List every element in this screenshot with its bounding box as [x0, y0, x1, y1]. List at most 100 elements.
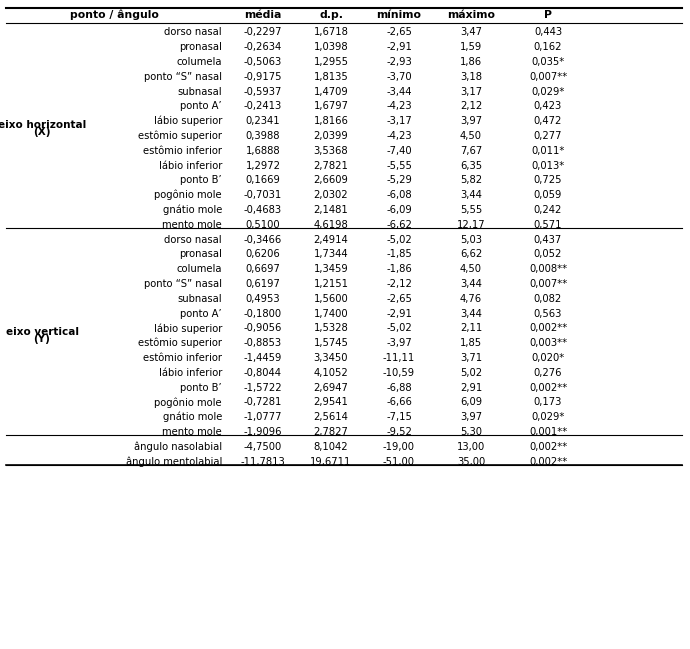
Text: 0,277: 0,277 [534, 131, 562, 141]
Text: P: P [544, 10, 552, 20]
Text: 19,6711: 19,6711 [310, 457, 352, 467]
Text: 6,62: 6,62 [460, 249, 482, 260]
Text: (Y): (Y) [34, 334, 50, 345]
Text: 0,011*: 0,011* [531, 146, 564, 156]
Text: 1,6718: 1,6718 [313, 27, 348, 38]
Text: pronasal: pronasal [179, 249, 222, 260]
Text: -0,3466: -0,3466 [244, 234, 282, 245]
Text: 4,6198: 4,6198 [314, 220, 348, 230]
Text: 0,020*: 0,020* [531, 353, 564, 363]
Text: -5,55: -5,55 [386, 160, 412, 171]
Text: estômio superior: estômio superior [138, 338, 222, 349]
Text: ponto “S” nasal: ponto “S” nasal [144, 279, 222, 289]
Text: 1,5745: 1,5745 [313, 338, 348, 349]
Text: estômio superior: estômio superior [138, 130, 222, 141]
Text: ponto B’: ponto B’ [180, 175, 222, 186]
Text: -0,4683: -0,4683 [244, 205, 282, 215]
Text: 2,9541: 2,9541 [313, 397, 348, 408]
Text: 0,242: 0,242 [534, 205, 562, 215]
Text: 1,59: 1,59 [460, 42, 482, 52]
Text: 0,008**: 0,008** [529, 264, 567, 274]
Text: 1,0398: 1,0398 [314, 42, 348, 52]
Text: 0,6697: 0,6697 [246, 264, 280, 274]
Text: 1,86: 1,86 [460, 57, 482, 67]
Text: gnátio mole: gnátio mole [163, 204, 222, 215]
Text: 0,4953: 0,4953 [246, 294, 280, 304]
Text: 1,6888: 1,6888 [246, 146, 280, 156]
Text: 2,1481: 2,1481 [314, 205, 348, 215]
Text: subnasal: subnasal [177, 294, 222, 304]
Text: 0,052: 0,052 [534, 249, 562, 260]
Text: 5,30: 5,30 [460, 427, 482, 437]
Text: d.p.: d.p. [319, 10, 343, 20]
Text: -3,17: -3,17 [386, 116, 412, 126]
Text: pronasal: pronasal [179, 42, 222, 52]
Text: -2,93: -2,93 [386, 57, 412, 67]
Text: -2,91: -2,91 [386, 309, 412, 319]
Text: -5,02: -5,02 [386, 234, 412, 245]
Text: -0,9175: -0,9175 [244, 72, 282, 82]
Text: pogônio mole: pogônio mole [155, 397, 222, 408]
Text: 0,035*: 0,035* [531, 57, 564, 67]
Text: mento mole: mento mole [162, 220, 222, 230]
Text: 1,2972: 1,2972 [246, 160, 281, 171]
Text: 0,6197: 0,6197 [246, 279, 280, 289]
Text: 1,3459: 1,3459 [314, 264, 348, 274]
Text: 1,7344: 1,7344 [314, 249, 348, 260]
Text: 2,0399: 2,0399 [314, 131, 348, 141]
Text: 0,571: 0,571 [534, 220, 562, 230]
Text: 12,17: 12,17 [457, 220, 485, 230]
Text: 0,6206: 0,6206 [246, 249, 280, 260]
Text: -11,7813: -11,7813 [241, 457, 286, 467]
Text: média: média [244, 10, 282, 20]
Text: -4,23: -4,23 [386, 131, 412, 141]
Text: 0,423: 0,423 [534, 101, 562, 112]
Text: -6,08: -6,08 [386, 190, 412, 200]
Text: -3,97: -3,97 [386, 338, 412, 349]
Text: 5,82: 5,82 [460, 175, 482, 186]
Text: 0,276: 0,276 [534, 368, 562, 378]
Text: 4,1052: 4,1052 [314, 368, 348, 378]
Text: columela: columela [177, 57, 222, 67]
Text: ponto A’: ponto A’ [180, 101, 222, 112]
Text: 3,18: 3,18 [460, 72, 482, 82]
Text: 2,0302: 2,0302 [314, 190, 348, 200]
Text: 13,00: 13,00 [457, 442, 485, 452]
Text: lábio inferior: lábio inferior [159, 368, 222, 378]
Text: mento mole: mento mole [162, 427, 222, 437]
Text: 4,76: 4,76 [460, 294, 482, 304]
Text: subnasal: subnasal [177, 86, 222, 97]
Text: 2,5614: 2,5614 [313, 412, 348, 422]
Text: 4,50: 4,50 [460, 131, 482, 141]
Text: 1,2151: 1,2151 [313, 279, 348, 289]
Text: 0,007**: 0,007** [529, 279, 567, 289]
Text: estômio inferior: estômio inferior [143, 146, 222, 156]
Text: 2,12: 2,12 [460, 101, 482, 112]
Text: 5,02: 5,02 [460, 368, 482, 378]
Text: 0,3988: 0,3988 [246, 131, 280, 141]
Text: 0,5100: 0,5100 [246, 220, 280, 230]
Text: -2,65: -2,65 [386, 294, 412, 304]
Text: 2,7821: 2,7821 [313, 160, 348, 171]
Text: dorso nasal: dorso nasal [164, 27, 222, 38]
Text: 2,7827: 2,7827 [313, 427, 348, 437]
Text: 3,5368: 3,5368 [314, 146, 348, 156]
Text: lábio superior: lábio superior [154, 116, 222, 127]
Text: 0,007**: 0,007** [529, 72, 567, 82]
Text: 7,67: 7,67 [460, 146, 482, 156]
Text: eixo horizontal: eixo horizontal [0, 120, 86, 130]
Text: ângulo mentolabial: ângulo mentolabial [126, 456, 222, 467]
Text: -6,88: -6,88 [386, 383, 412, 393]
Text: 3,47: 3,47 [460, 27, 482, 38]
Text: -0,8853: -0,8853 [244, 338, 282, 349]
Text: 0,002**: 0,002** [529, 323, 567, 334]
Text: -0,2413: -0,2413 [244, 101, 282, 112]
Text: 0,002**: 0,002** [529, 442, 567, 452]
Text: 0,001**: 0,001** [529, 427, 567, 437]
Text: mínimo: mínimo [377, 10, 422, 20]
Text: -5,02: -5,02 [386, 323, 412, 334]
Text: 2,91: 2,91 [460, 383, 482, 393]
Text: 3,97: 3,97 [460, 116, 482, 126]
Text: -0,7031: -0,7031 [244, 190, 282, 200]
Text: 0,013*: 0,013* [531, 160, 564, 171]
